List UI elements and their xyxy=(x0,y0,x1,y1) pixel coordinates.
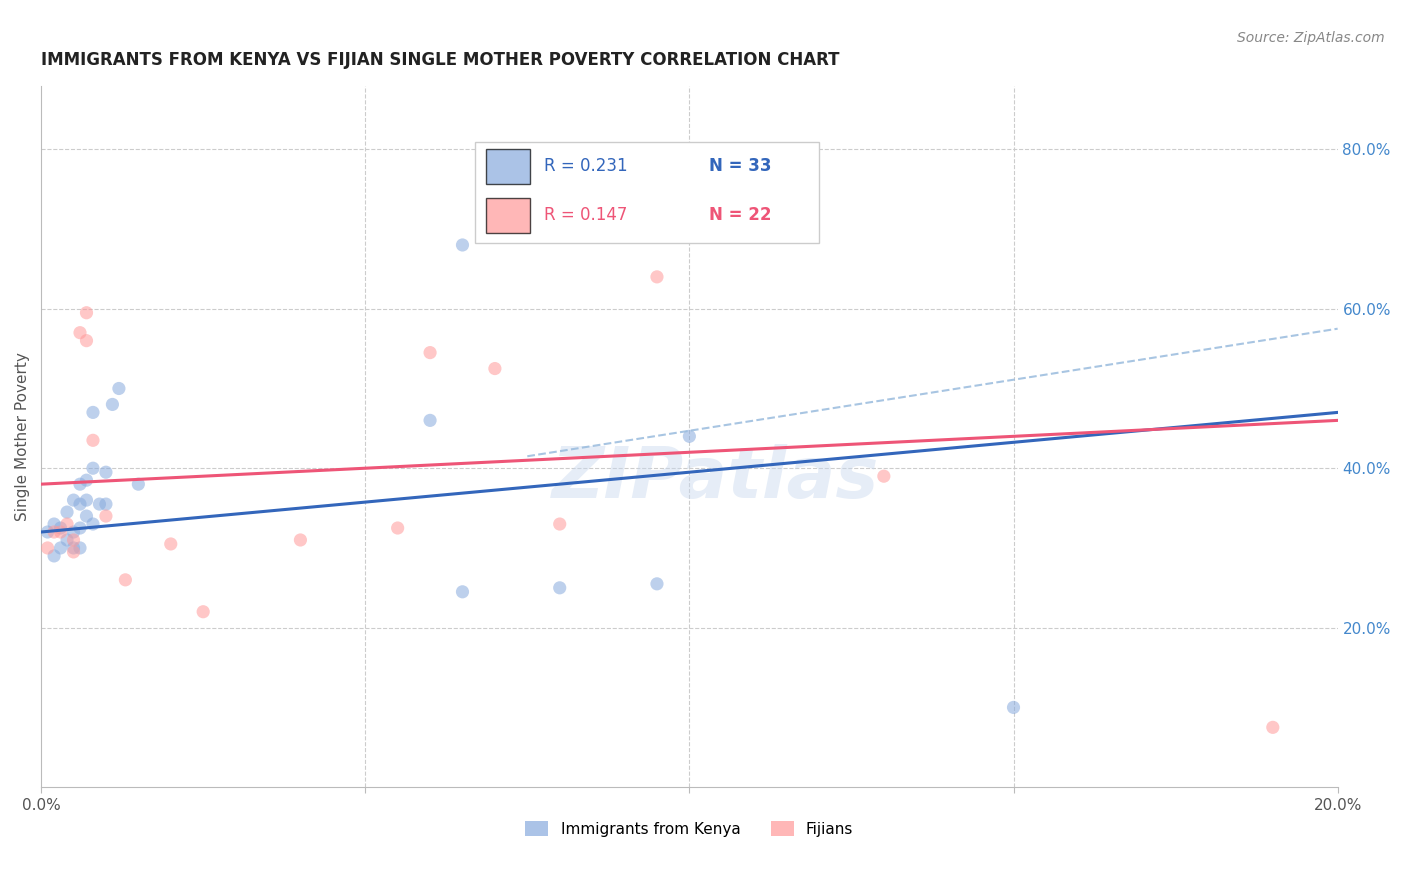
Point xyxy=(76,306,98,320)
Point xyxy=(62,541,84,555)
Point xyxy=(37,541,59,555)
Text: ZIPatlas: ZIPatlas xyxy=(551,444,879,513)
Point xyxy=(82,516,104,531)
Point xyxy=(76,334,98,348)
Point xyxy=(62,524,84,539)
Point xyxy=(89,497,111,511)
Point xyxy=(451,238,474,252)
Point xyxy=(548,581,571,595)
Point xyxy=(873,469,896,483)
Point xyxy=(94,465,117,479)
Point xyxy=(94,497,117,511)
Point xyxy=(76,493,98,508)
Point xyxy=(56,505,79,519)
Point xyxy=(69,521,91,535)
Point xyxy=(484,361,506,376)
Point xyxy=(37,524,59,539)
Point xyxy=(419,413,441,427)
Point xyxy=(62,533,84,547)
Point xyxy=(42,524,65,539)
Point xyxy=(49,521,72,535)
Point xyxy=(101,397,124,411)
Point xyxy=(645,577,668,591)
Point xyxy=(42,516,65,531)
Point xyxy=(69,326,91,340)
Point xyxy=(56,533,79,547)
Point xyxy=(82,405,104,419)
Point xyxy=(94,509,117,524)
Point xyxy=(193,605,215,619)
Point xyxy=(76,473,98,487)
Text: IMMIGRANTS FROM KENYA VS FIJIAN SINGLE MOTHER POVERTY CORRELATION CHART: IMMIGRANTS FROM KENYA VS FIJIAN SINGLE M… xyxy=(41,51,839,69)
Point xyxy=(114,573,136,587)
Y-axis label: Single Mother Poverty: Single Mother Poverty xyxy=(15,351,30,521)
Point xyxy=(56,516,79,531)
Point xyxy=(49,524,72,539)
Point xyxy=(42,549,65,563)
Point xyxy=(159,537,181,551)
Point xyxy=(62,493,84,508)
Point xyxy=(69,497,91,511)
Point xyxy=(419,345,441,359)
Point xyxy=(82,434,104,448)
Point xyxy=(451,584,474,599)
Legend: Immigrants from Kenya, Fijians: Immigrants from Kenya, Fijians xyxy=(519,814,859,843)
Point xyxy=(69,541,91,555)
Point xyxy=(678,429,700,443)
Point xyxy=(387,521,409,535)
Point xyxy=(1261,720,1284,734)
Point xyxy=(645,269,668,284)
Point xyxy=(108,382,131,396)
Point xyxy=(62,545,84,559)
Point xyxy=(82,461,104,475)
Point xyxy=(127,477,149,491)
Point xyxy=(69,477,91,491)
Point xyxy=(49,541,72,555)
Text: Source: ZipAtlas.com: Source: ZipAtlas.com xyxy=(1237,31,1385,45)
Point xyxy=(548,516,571,531)
Point xyxy=(290,533,312,547)
Point xyxy=(76,509,98,524)
Point xyxy=(1002,700,1025,714)
